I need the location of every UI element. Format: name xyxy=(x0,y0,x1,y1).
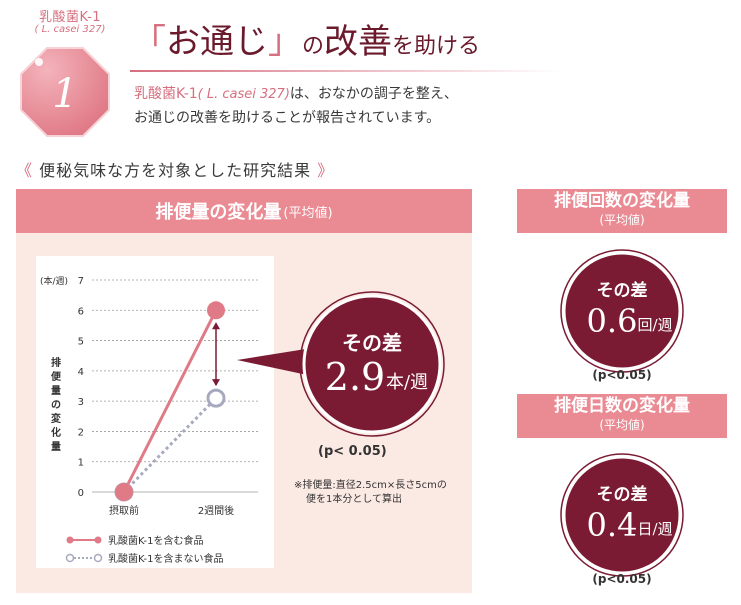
y-tick-label: 2 xyxy=(78,427,84,438)
title-suffix: を助ける xyxy=(392,34,481,59)
title-open-bracket: 「 xyxy=(132,22,166,62)
legend-label: 乳酸菌K-1を含まない食品 xyxy=(108,552,223,565)
study-title-left-mark: 《 xyxy=(16,161,34,180)
plot-card xyxy=(36,256,274,568)
ingredient-tag: 乳酸菌K-1 xyxy=(38,10,102,25)
days-diff-label: その差 xyxy=(597,484,648,505)
y-axis-label-char: 排 xyxy=(51,356,61,369)
footnote-line-1: ※排便量:直径2.5cm×長さ5cmの xyxy=(294,480,447,491)
frequency-diff-circle: その差 0.6 回/週 xyxy=(560,249,684,373)
y-axis-label-char: 量 xyxy=(51,384,61,397)
frequency-panel-header: 排便回数の変化量 (平均値) xyxy=(517,189,727,233)
y-tick-label: 1 xyxy=(78,458,84,469)
frequency-diff-value: 0.6 xyxy=(587,302,638,340)
description-line-2: お通じの改善を助けることが報告されています。 xyxy=(134,110,441,126)
footnote-line-2: 便を1本分として算出 xyxy=(306,494,403,505)
desc-rest: は、おなかの調子を整え、 xyxy=(289,86,458,102)
y-axis-label-char: 量 xyxy=(51,440,61,453)
title-word2: 改善 xyxy=(324,22,393,62)
y-tick-label: 0 xyxy=(78,488,84,499)
description-line-1: 乳酸菌K-1( L. casei 327)は、おなかの調子を整え、 xyxy=(134,83,458,103)
legend-marker xyxy=(66,536,74,544)
y-tick-label: 4 xyxy=(78,367,84,378)
frequency-p-value: (p<0.05) xyxy=(592,368,652,382)
desc-strain: ( L. casei 327) xyxy=(197,87,290,102)
legend-marker xyxy=(94,536,102,544)
tag-decoration xyxy=(24,4,26,6)
days-panel-title: 排便日数の変化量 xyxy=(554,396,690,416)
difference-arrow-head-top xyxy=(212,322,220,330)
x-tick-label: 摂取前 xyxy=(109,504,139,517)
series-line xyxy=(122,309,218,493)
days-diff-circle: その差 0.4 日/週 xyxy=(560,453,684,577)
series-line xyxy=(122,397,218,494)
number-badge: 1 xyxy=(20,47,110,137)
y-axis-label-char: 変 xyxy=(51,412,62,425)
y-tick-label: 5 xyxy=(78,337,84,348)
days-p-value: (p<0.05) xyxy=(592,572,652,586)
y-axis-label-char: 化 xyxy=(51,426,61,439)
frequency-panel-subtitle: (平均値) xyxy=(599,213,645,227)
main-chart-title: 排便量の変化量 xyxy=(155,202,282,223)
main-chart-header: 排便量の変化量 (平均値) xyxy=(16,189,472,233)
frequency-panel-title: 排便回数の変化量 xyxy=(554,191,690,211)
study-title-text: 便秘気味な方を対象とした研究結果 xyxy=(39,161,312,180)
data-point xyxy=(207,301,225,320)
study-title-right-mark: 》 xyxy=(317,161,335,180)
title-particle: の xyxy=(302,34,325,59)
title-word: お通じ xyxy=(166,22,268,62)
main-p-value: (p< 0.05) xyxy=(318,444,387,459)
title-close-bracket: 」 xyxy=(268,22,302,62)
days-diff-value: 0.4 xyxy=(587,506,638,544)
y-tick-label: 3 xyxy=(78,397,84,408)
legend-label: 乳酸菌K-1を含む食品 xyxy=(108,534,203,547)
main-chart-subtitle: (平均値) xyxy=(283,205,333,221)
legend-marker xyxy=(65,553,75,563)
frequency-diff-unit: 回/週 xyxy=(637,316,672,334)
days-diff-unit: 日/週 xyxy=(637,520,672,538)
data-point xyxy=(206,388,226,408)
page-title: 「お通じ」の改善を助ける xyxy=(132,14,480,74)
y-tick-label: 7 xyxy=(78,276,84,287)
y-axis-label-char: の xyxy=(51,400,61,411)
study-title: 《 便秘気味な方を対象とした研究結果 》 xyxy=(16,157,334,181)
x-tick-label: 2週間後 xyxy=(198,504,234,517)
y-axis-label-char: 便 xyxy=(51,370,62,383)
y-tick-label: 6 xyxy=(78,306,84,317)
legend-marker xyxy=(93,553,103,563)
desc-ingredient: 乳酸菌K-1 xyxy=(134,86,198,102)
strain-tag: ( L. casei 327) xyxy=(34,24,106,35)
y-unit-label: (本/週) xyxy=(40,275,68,287)
days-panel-subtitle: (平均値) xyxy=(599,418,645,432)
frequency-diff-label: その差 xyxy=(597,280,648,301)
days-panel-header: 排便日数の変化量 (平均値) xyxy=(517,394,727,438)
title-underline xyxy=(130,70,560,72)
difference-arrow-head-bottom xyxy=(212,379,220,387)
badge-number: 1 xyxy=(52,71,77,117)
data-point-start xyxy=(115,483,133,501)
